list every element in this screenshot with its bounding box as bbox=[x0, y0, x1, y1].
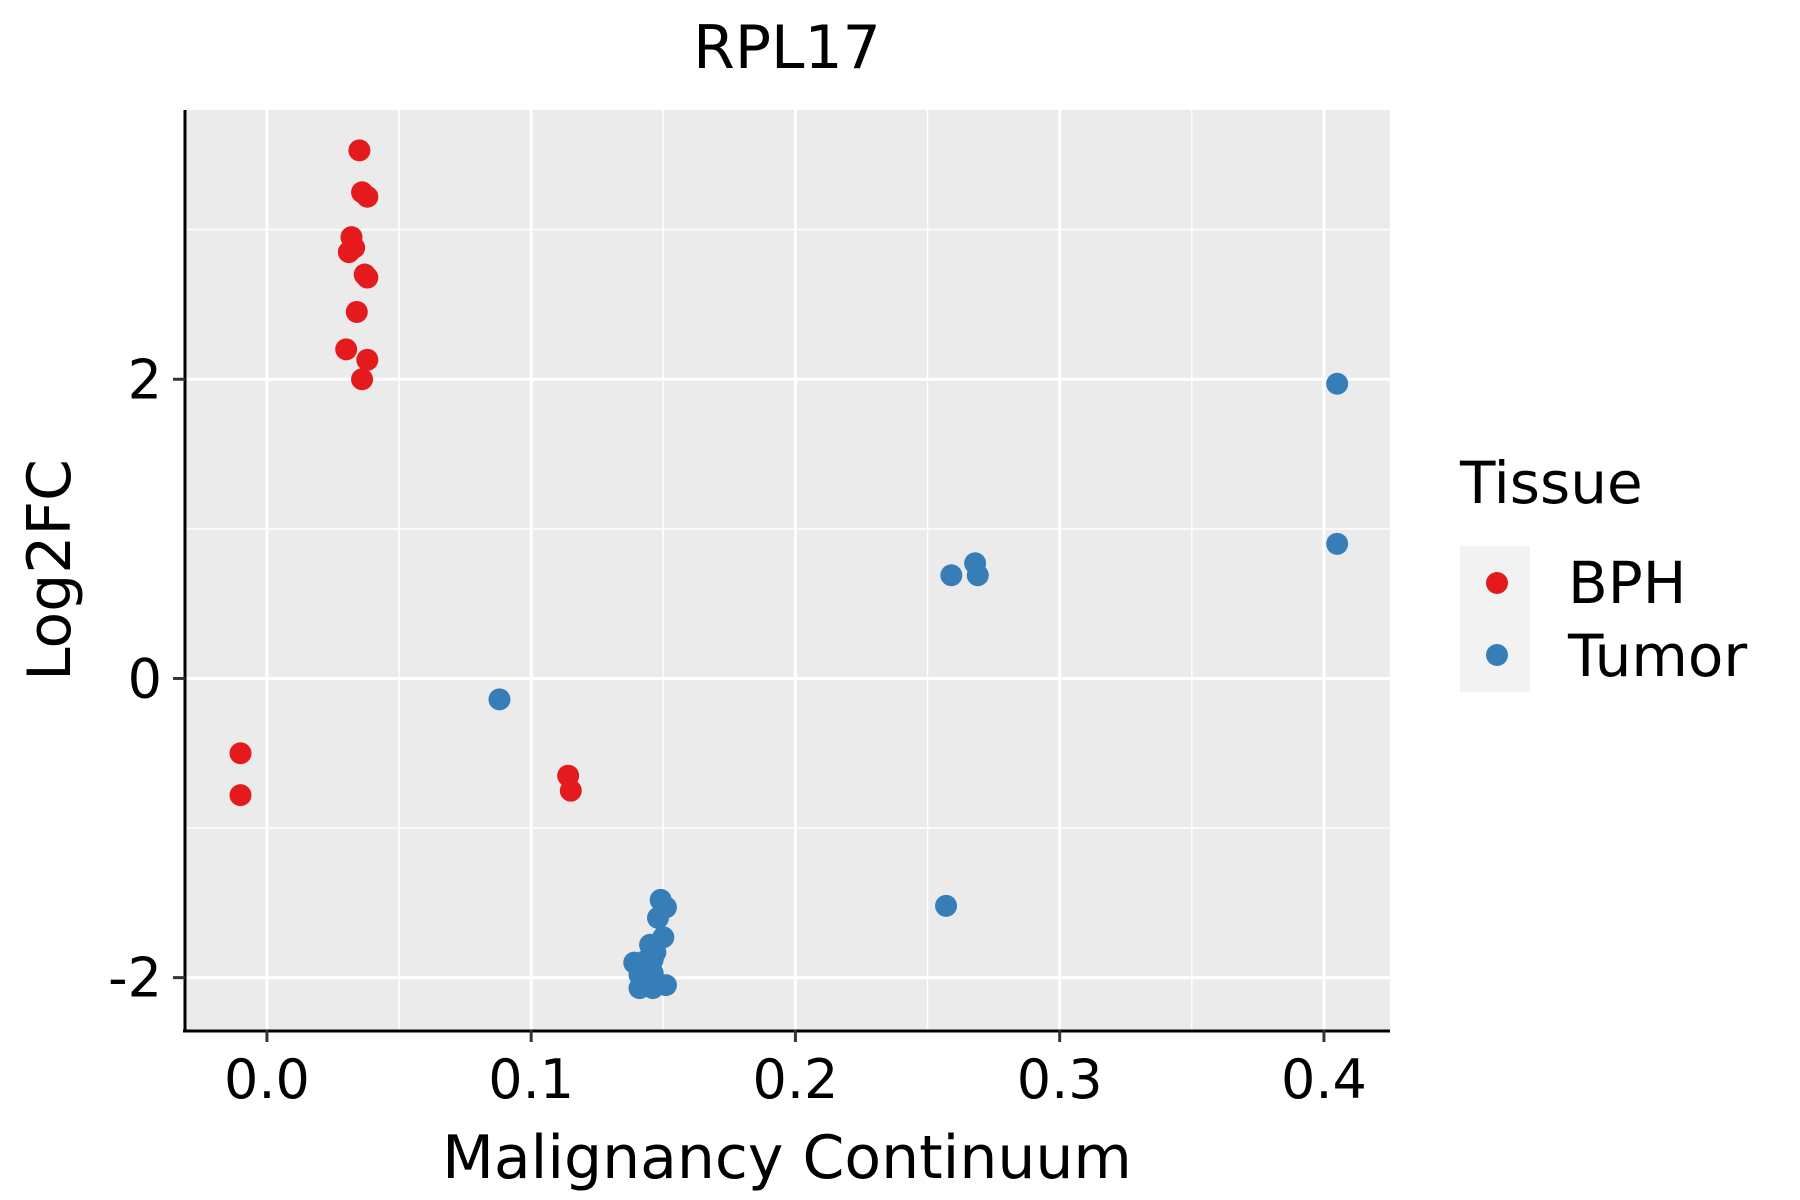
x-axis-ticks: 0.0 0.1 0.2 0.3 0.4 bbox=[224, 1030, 1367, 1111]
point-tumor bbox=[488, 688, 511, 711]
minor-gridlines bbox=[185, 110, 1390, 1030]
point-bph bbox=[356, 185, 379, 208]
point-tumor bbox=[1326, 372, 1349, 395]
y-tick-label: -2 bbox=[108, 947, 162, 1010]
chart-title: RPL17 bbox=[693, 13, 881, 83]
point-bph bbox=[351, 368, 374, 391]
point-tumor bbox=[1326, 532, 1349, 555]
point-bph bbox=[345, 300, 368, 323]
legend-tumor-label: Tumor bbox=[1567, 622, 1747, 690]
point-bph bbox=[348, 139, 371, 162]
point-bph bbox=[337, 241, 360, 264]
point-tumor bbox=[641, 977, 664, 1000]
point-tumor bbox=[966, 564, 989, 587]
point-tumor bbox=[940, 564, 963, 587]
x-axis-label: Malignancy Continuum bbox=[442, 1123, 1132, 1193]
x-tick-label: 0.1 bbox=[488, 1048, 574, 1111]
plot-panel bbox=[185, 110, 1390, 1030]
point-tumor bbox=[935, 894, 958, 917]
point-bph bbox=[229, 742, 252, 765]
legend-tumor-marker bbox=[1486, 644, 1508, 666]
y-tick-label: 2 bbox=[128, 348, 162, 411]
point-bph bbox=[559, 779, 582, 802]
legend: Tissue BPH Tumor bbox=[1459, 449, 1747, 692]
legend-key-background bbox=[1460, 546, 1530, 692]
x-tick-label: 0.2 bbox=[752, 1048, 838, 1111]
y-axis-label: Log2FC bbox=[15, 459, 85, 681]
point-bph bbox=[229, 784, 252, 807]
legend-title: Tissue bbox=[1459, 449, 1643, 517]
point-bph bbox=[356, 348, 379, 371]
point-bph bbox=[356, 266, 379, 289]
point-tumor bbox=[647, 906, 670, 929]
y-axis-ticks: -2 0 2 bbox=[108, 348, 185, 1010]
x-tick-label: 0.0 bbox=[224, 1048, 310, 1111]
x-tick-label: 0.4 bbox=[1281, 1048, 1367, 1111]
x-tick-label: 0.3 bbox=[1017, 1048, 1103, 1111]
y-tick-label: 0 bbox=[128, 647, 162, 710]
data-points bbox=[229, 139, 1349, 1000]
major-gridlines bbox=[185, 110, 1390, 1030]
point-bph bbox=[335, 338, 358, 361]
legend-bph-marker bbox=[1486, 572, 1508, 594]
legend-bph-label: BPH bbox=[1568, 549, 1686, 617]
